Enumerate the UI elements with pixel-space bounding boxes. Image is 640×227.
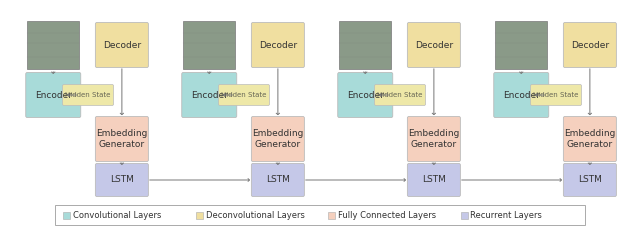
Text: Embedding
Generator: Embedding Generator [564,129,616,149]
FancyBboxPatch shape [63,84,113,106]
FancyBboxPatch shape [374,84,426,106]
FancyBboxPatch shape [408,22,460,67]
Text: LSTM: LSTM [110,175,134,185]
Bar [183,21,236,69]
FancyBboxPatch shape [252,163,305,197]
Text: Hidden State: Hidden State [378,92,423,98]
Text: Encoder: Encoder [191,91,228,99]
FancyBboxPatch shape [252,116,305,161]
FancyBboxPatch shape [563,22,616,67]
FancyBboxPatch shape [338,72,393,118]
Bar [55,205,585,225]
Text: Decoder: Decoder [571,40,609,49]
Text: Hidden State: Hidden State [221,92,267,98]
FancyBboxPatch shape [95,163,148,197]
FancyBboxPatch shape [531,84,582,106]
FancyBboxPatch shape [219,84,269,106]
FancyBboxPatch shape [408,116,460,161]
Text: Decoder: Decoder [415,40,453,49]
Text: Hidden State: Hidden State [533,92,579,98]
Text: Embedding
Generator: Embedding Generator [408,129,460,149]
Text: Encoder: Encoder [503,91,540,99]
Text: Embedding
Generator: Embedding Generator [252,129,303,149]
Bar [63,212,70,219]
Bar [28,21,79,69]
FancyBboxPatch shape [252,22,305,67]
FancyBboxPatch shape [26,72,81,118]
Bar [195,212,202,219]
Text: Recurrent Layers: Recurrent Layers [470,210,542,220]
Text: Decoder: Decoder [259,40,297,49]
Text: Convolutional Layers: Convolutional Layers [73,210,161,220]
Text: Decoder: Decoder [103,40,141,49]
Bar [328,212,335,219]
Text: Encoder: Encoder [347,91,384,99]
FancyBboxPatch shape [182,72,237,118]
FancyBboxPatch shape [493,72,548,118]
FancyBboxPatch shape [563,116,616,161]
Text: LSTM: LSTM [578,175,602,185]
FancyBboxPatch shape [95,22,148,67]
Text: LSTM: LSTM [266,175,290,185]
Text: Fully Connected Layers: Fully Connected Layers [338,210,436,220]
Text: Embedding
Generator: Embedding Generator [96,129,148,149]
Bar [495,21,547,69]
FancyBboxPatch shape [408,163,460,197]
FancyBboxPatch shape [95,116,148,161]
Text: LSTM: LSTM [422,175,446,185]
FancyBboxPatch shape [563,163,616,197]
Text: Hidden State: Hidden State [65,92,111,98]
Bar [461,212,467,219]
Text: Deconvolutional Layers: Deconvolutional Layers [205,210,305,220]
Text: Encoder: Encoder [35,91,72,99]
Bar [339,21,391,69]
